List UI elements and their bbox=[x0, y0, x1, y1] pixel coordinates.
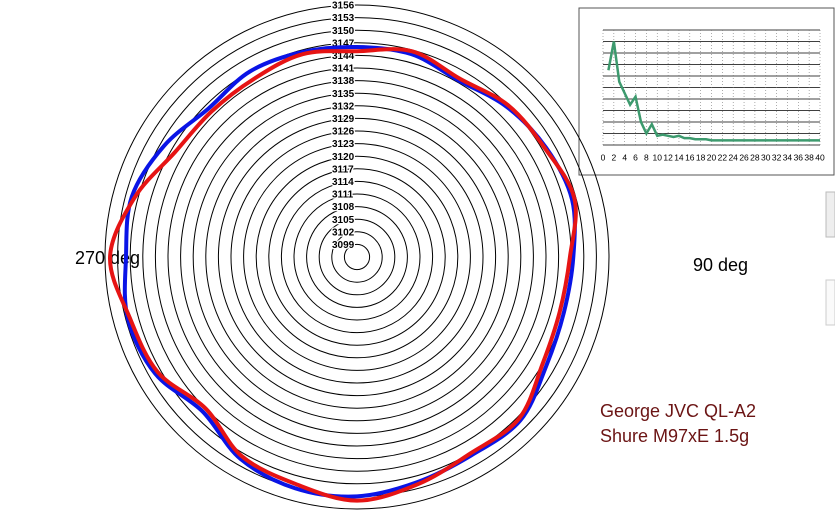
edge-widget bbox=[825, 191, 835, 238]
x-tick-label: 6 bbox=[633, 152, 638, 162]
r-tick-label: 3111 bbox=[332, 190, 354, 201]
ring bbox=[104, 4, 610, 510]
ring bbox=[343, 243, 371, 271]
ring bbox=[205, 105, 509, 409]
x-tick-label: 2 bbox=[611, 152, 616, 162]
x-tick-label: 30 bbox=[761, 152, 771, 162]
r-tick-label: 3129 bbox=[332, 114, 355, 125]
annotation: George JVC QL-A2 bbox=[600, 401, 756, 421]
x-tick-label: 22 bbox=[718, 152, 728, 162]
r-tick-label: 3132 bbox=[332, 101, 355, 112]
r-tick-label: 3153 bbox=[332, 13, 355, 24]
ring bbox=[331, 231, 383, 283]
x-tick-label: 26 bbox=[739, 152, 749, 162]
edge-widget bbox=[825, 279, 835, 326]
ring bbox=[293, 193, 421, 321]
r-tick-label: 3120 bbox=[332, 152, 355, 163]
ring bbox=[243, 143, 471, 371]
series-line bbox=[607, 41, 820, 142]
ring bbox=[268, 168, 446, 346]
x-tick-label: 28 bbox=[750, 152, 760, 162]
annotation: Shure M97xE 1.5g bbox=[600, 426, 749, 446]
ring bbox=[280, 180, 434, 334]
r-tick-label: 3102 bbox=[332, 227, 355, 238]
ring bbox=[318, 218, 396, 296]
x-tick-label: 20 bbox=[707, 152, 717, 162]
x-tick-label: 8 bbox=[644, 152, 649, 162]
x-tick-label: 24 bbox=[728, 152, 738, 162]
x-tick-label: 36 bbox=[794, 152, 804, 162]
r-tick-label: 3105 bbox=[332, 215, 355, 226]
x-tick-label: 38 bbox=[804, 152, 814, 162]
x-tick-label: 16 bbox=[685, 152, 695, 162]
r-tick-label: 3135 bbox=[332, 89, 355, 100]
ring bbox=[129, 29, 585, 485]
inset-frame bbox=[578, 7, 835, 176]
r-tick-label: 3114 bbox=[332, 177, 354, 188]
annotation: 90 deg bbox=[693, 255, 748, 275]
r-tick-label: 3156 bbox=[332, 1, 355, 12]
ring bbox=[255, 155, 459, 359]
r-tick-label: 3108 bbox=[332, 202, 355, 213]
x-tick-label: 40 bbox=[815, 152, 825, 162]
x-tick-label: 10 bbox=[653, 152, 663, 162]
x-tick-label: 4 bbox=[622, 152, 627, 162]
r-tick-label: 3138 bbox=[332, 76, 355, 87]
r-tick-label: 3150 bbox=[332, 26, 355, 37]
series-line bbox=[108, 47, 578, 503]
r-tick-label: 3117 bbox=[332, 164, 354, 175]
ring bbox=[192, 92, 522, 422]
ring bbox=[167, 67, 547, 447]
ring bbox=[180, 80, 534, 434]
ring bbox=[217, 117, 497, 397]
r-tick-label: 3099 bbox=[332, 240, 355, 251]
x-tick-label: 18 bbox=[696, 152, 706, 162]
r-tick-label: 3123 bbox=[332, 139, 355, 150]
r-tick-label: 3126 bbox=[332, 127, 355, 138]
ring bbox=[230, 130, 484, 384]
x-tick-label: 12 bbox=[663, 152, 673, 162]
ring bbox=[306, 206, 408, 308]
ring bbox=[154, 54, 560, 460]
ring bbox=[117, 17, 597, 497]
x-tick-label: 34 bbox=[783, 152, 793, 162]
r-tick-label: 3141 bbox=[332, 64, 355, 75]
x-tick-label: 0 bbox=[601, 152, 606, 162]
x-tick-label: 32 bbox=[772, 152, 782, 162]
x-tick-label: 14 bbox=[674, 152, 684, 162]
